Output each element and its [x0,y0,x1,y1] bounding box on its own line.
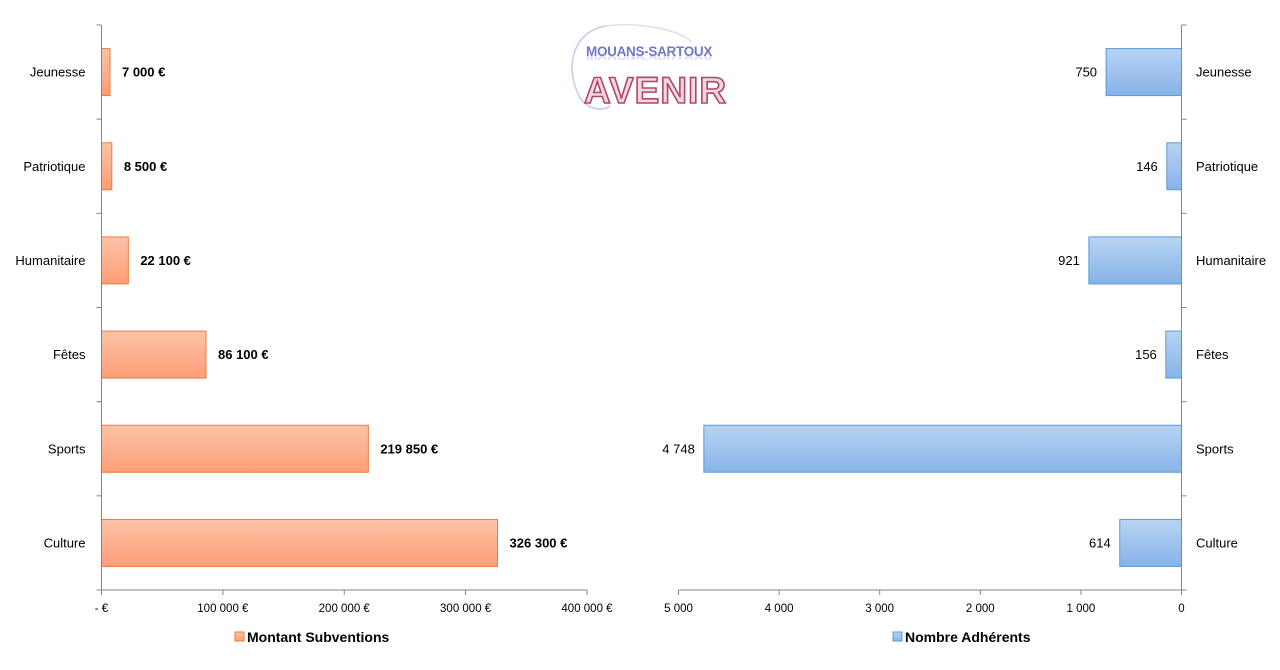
adherents-data-label-2: 921 [1058,253,1080,268]
subvention-bar-4 [101,424,369,473]
right-x-tick-label-5: 0 [1178,603,1184,615]
subvention-data-label-1: 8 500 € [124,159,167,174]
category-label-left-5: Culture [44,535,86,550]
subvention-bar-2 [101,236,129,285]
right-x-tick-label-1: 4 000 [765,603,794,615]
category-label-left-4: Sports [48,441,86,456]
category-label-left-0: Jeunesse [30,65,86,80]
adherents-bar-3 [1165,330,1182,379]
adherents-data-label-4: 4 748 [662,441,695,456]
subvention-data-label-5: 326 300 € [510,535,568,550]
category-label-left-3: Fêtes [53,347,86,362]
category-label-left-1: Patriotique [23,159,85,174]
adherents-bar-2 [1088,236,1183,285]
subvention-bar-5 [101,518,499,567]
subvention-data-label-3: 86 100 € [218,347,269,362]
category-label-right-4: Sports [1196,441,1234,456]
category-label-right-3: Fêtes [1196,347,1229,362]
adherents-bar-1 [1166,142,1182,191]
mouans-sartoux-avenir-logo: MOUANS-SARTOUX MOUANS-SARTOUX AVENIR [566,24,728,114]
adherents-data-label-1: 146 [1136,159,1158,174]
adherents-data-label-5: 614 [1089,535,1111,550]
left-x-tick-label-3: 300 000 € [440,603,492,615]
subvention-data-label-2: 22 100 € [140,253,191,268]
left-x-tick-label-4: 400 000 € [561,603,613,615]
legend-label-adherents: Nombre Adhérents [905,629,1031,645]
subvention-data-label-0: 7 000 € [122,65,165,80]
right-x-tick-label-4: 1 000 [1067,603,1096,615]
logo-main-text: AVENIR [583,69,728,112]
logo-swoosh-icon [571,24,693,110]
adherents-chart: Jeunesse 750 Patriotique 146 Humanitaire 921 F… [662,24,1266,645]
legend-label-subventions: Montant Subventions [247,629,390,645]
adherents-bar-5 [1119,518,1182,567]
left-x-tick-label-0: - € [95,603,109,615]
adherents-data-label-0: 750 [1075,65,1097,80]
subvention-bar-3 [101,330,207,379]
category-label-right-2: Humanitaire [1196,253,1266,268]
subventions-chart: Jeunesse 7 000 € Patriotique 8 500 € Humanit… [15,24,613,645]
subvention-bar-0 [101,48,111,97]
right-x-tick-label-2: 3 000 [865,603,894,615]
category-label-right-1: Patriotique [1196,159,1258,174]
left-x-tick-label-1: 100 000 € [197,603,249,615]
right-x-tick-label-0: 5 000 [664,603,693,615]
subvention-data-label-4: 219 850 € [380,441,438,456]
legend-swatch-subventions [234,631,245,642]
category-label-right-0: Jeunesse [1196,65,1252,80]
adherents-bar-4 [703,424,1182,473]
legend-swatch-adherents [892,631,903,642]
logo-top-text: MOUANS-SARTOUX [586,44,713,59]
adherents-bar-0 [1105,48,1183,97]
category-label-right-5: Culture [1196,535,1238,550]
adherents-data-label-3: 156 [1135,347,1157,362]
subvention-bar-1 [101,142,113,191]
right-x-tick-label-3: 2 000 [966,603,995,615]
left-x-tick-label-2: 200 000 € [319,603,371,615]
category-label-left-2: Humanitaire [15,253,85,268]
